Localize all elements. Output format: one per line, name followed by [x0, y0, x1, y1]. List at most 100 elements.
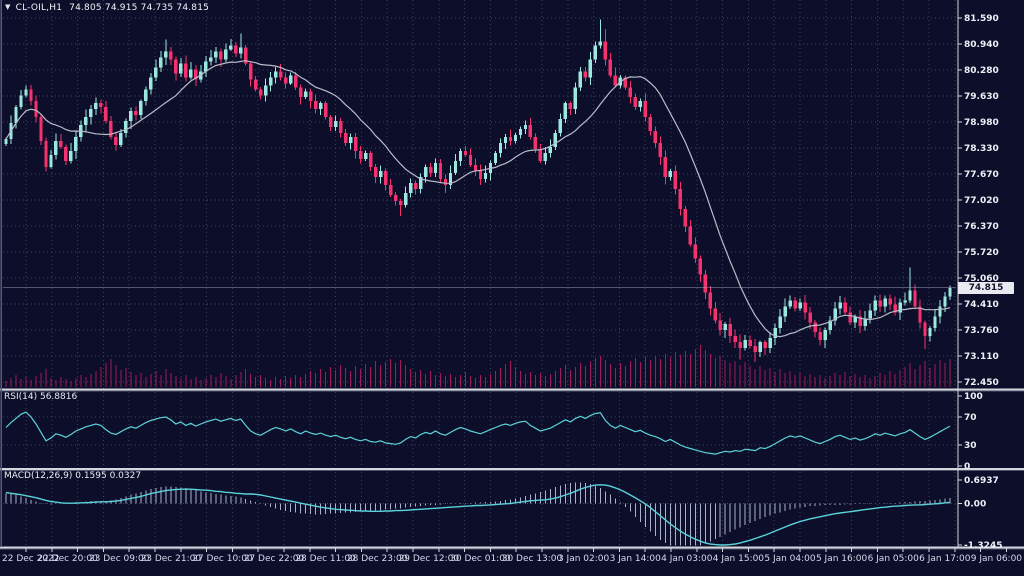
time-axis-label: 5 Jan 04:00: [764, 554, 816, 564]
candle-body: [688, 226, 692, 245]
volume-bar: [240, 372, 242, 387]
candle-body: [568, 103, 573, 110]
volume-bar: [824, 378, 826, 387]
candle-body: [523, 125, 528, 130]
volume-bar: [779, 369, 781, 387]
volume-bar: [120, 370, 122, 387]
volume-bar: [410, 369, 412, 387]
candle-body: [848, 312, 852, 323]
candle-body: [808, 312, 812, 323]
candle-body: [938, 306, 942, 317]
candle-body: [508, 137, 513, 142]
collapse-arrow-icon[interactable]: ▼: [5, 3, 11, 11]
rsi-axis-label: 30: [964, 441, 977, 451]
candle-body: [64, 147, 68, 161]
volume-bar: [255, 377, 257, 387]
candle-body: [888, 298, 892, 305]
volume-bar: [724, 360, 726, 387]
candle-body: [948, 287, 952, 297]
volume-bar: [390, 359, 392, 387]
volume-bar: [839, 375, 841, 387]
volume-bar: [914, 369, 916, 387]
candle-body: [49, 154, 53, 167]
candle-body: [468, 154, 473, 165]
volume-bar: [739, 365, 741, 387]
volume-bar: [35, 376, 37, 387]
candle-body: [473, 164, 478, 171]
volume-bar: [215, 377, 217, 387]
candle-body: [303, 91, 308, 98]
volume-bar: [465, 372, 467, 387]
candle-body: [259, 89, 263, 96]
volume-bar: [489, 374, 491, 387]
rsi-line: [5, 411, 951, 455]
candle-body: [673, 170, 677, 189]
macd-histogram-layer: [5, 482, 951, 546]
candle-body: [843, 302, 847, 313]
volume-bar: [594, 358, 596, 387]
candle-body: [29, 89, 33, 102]
rsi-name: RSI(14): [4, 392, 38, 402]
candle-body: [84, 117, 88, 126]
volume-bar: [889, 371, 891, 387]
candle-body: [244, 47, 248, 64]
rsi-value: 56.8816: [39, 392, 78, 402]
candle-body: [433, 162, 438, 173]
macd-values: 0.1595 0.0327: [75, 471, 142, 481]
candle-body: [274, 71, 278, 78]
candle-body: [184, 63, 188, 78]
volume-bar: [509, 361, 511, 387]
volume-bar: [629, 361, 631, 387]
candle-body: [748, 340, 752, 347]
candle-body: [398, 200, 403, 205]
candle-body: [119, 133, 123, 146]
volume-bar: [794, 375, 796, 387]
candle-body: [708, 292, 712, 309]
price-axis-label: 78.980: [964, 118, 999, 128]
candle-body: [828, 320, 832, 331]
volume-bar: [864, 375, 866, 387]
current-price-tag: 74.815: [958, 281, 1014, 294]
candle-body: [393, 194, 398, 201]
volume-bar: [924, 361, 926, 387]
volume-bar: [649, 360, 651, 387]
volume-bar: [140, 373, 142, 387]
candle-body: [109, 121, 113, 138]
candle-body: [773, 328, 777, 339]
candle-body: [578, 71, 583, 88]
candle-body: [74, 137, 78, 152]
candle-body: [798, 302, 802, 309]
candle-body: [783, 306, 787, 317]
volume-bar: [260, 375, 262, 387]
volume-bar: [674, 352, 676, 387]
candle-body: [588, 59, 593, 78]
volume-bar: [829, 376, 831, 387]
candle-body: [249, 63, 253, 80]
candle-body: [558, 119, 563, 134]
volume-bar: [534, 375, 536, 387]
candle-body: [59, 141, 63, 148]
candle-body: [129, 111, 133, 122]
price-axis[interactable]: 81.590 80.940 80.280 79.630 78.980 78.330 77.6…: [958, 14, 1002, 551]
candle-body: [868, 310, 872, 319]
candle-body: [513, 135, 518, 142]
volume-bar: [175, 376, 177, 387]
candle-body: [858, 316, 862, 327]
candle-body: [813, 322, 817, 333]
volume-bar: [584, 366, 586, 387]
volume-bar: [899, 370, 901, 387]
volume-bar: [150, 374, 152, 387]
candle-body: [548, 147, 553, 154]
candle-body: [313, 101, 318, 110]
candle-body: [838, 302, 842, 309]
volume-bar: [544, 376, 546, 387]
macd-indicator-label: MACD(12,26,9) 0.1595 0.0327: [4, 471, 141, 482]
time-axis-label: 23 Dec 09:00: [89, 554, 150, 564]
rsi-axis-label: 100: [964, 392, 983, 402]
candle-body: [503, 137, 508, 144]
volume-bar: [809, 374, 811, 387]
volume-bar: [230, 379, 232, 387]
volume-bar: [360, 369, 362, 387]
